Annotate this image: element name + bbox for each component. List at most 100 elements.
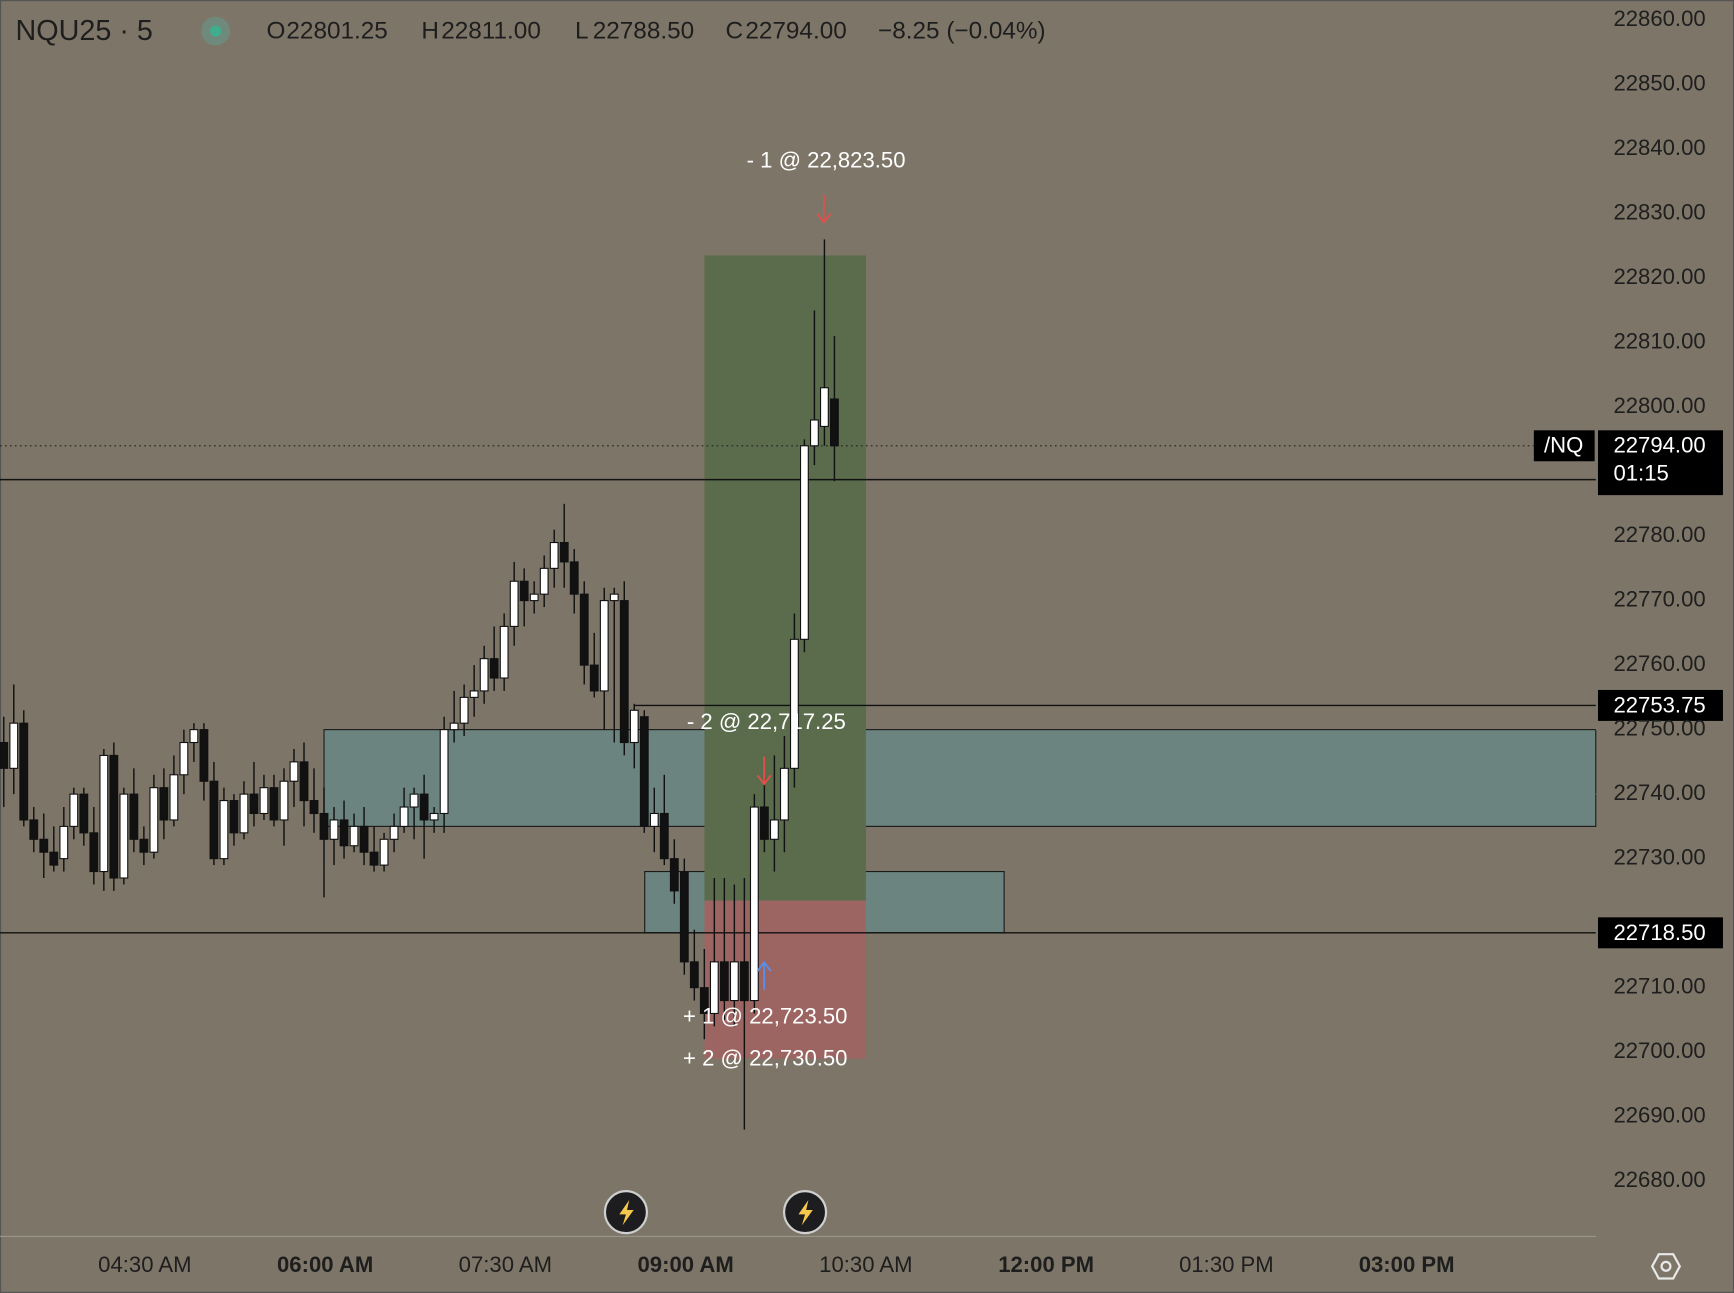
ohlc-label: C [725, 18, 743, 45]
candle-body [389, 825, 399, 840]
candle-body [359, 825, 369, 853]
candle-body [119, 793, 129, 879]
candle-body [29, 819, 39, 840]
candle-body [99, 754, 109, 873]
candle-body [779, 767, 789, 821]
candle-body [59, 825, 69, 860]
candle-body [289, 761, 299, 782]
ohlc-label: L [575, 18, 589, 45]
candle-body [179, 741, 189, 776]
candle-body [139, 838, 149, 853]
candle-body [49, 851, 59, 866]
candle-body [309, 800, 319, 815]
price-tag [1597, 917, 1723, 949]
candle-body [39, 838, 49, 853]
alert-icon[interactable] [782, 1190, 828, 1235]
y-tick-label: 22860.00 [1613, 6, 1705, 31]
candle-body [729, 961, 739, 1002]
candle-body [199, 729, 209, 782]
candle-body [759, 806, 769, 840]
x-tick-label: 03:00 PM [1359, 1252, 1455, 1277]
y-tick-label: 22750.00 [1613, 715, 1705, 740]
x-tick-label: 10:30 AM [819, 1252, 912, 1277]
candle-body [229, 800, 239, 834]
execution-label: - 1 @ 22,823.50 [747, 147, 906, 172]
candle-body [609, 593, 619, 602]
candle-body [89, 832, 99, 873]
candle-body [539, 567, 549, 595]
price-tag-label: 22718.50 [1613, 920, 1705, 945]
executions: - 1 @ 22,823.50 - 2 @ 22,717.25 + 1 @ 22… [683, 147, 905, 1070]
ohlc-value: 22788.50 [593, 18, 694, 45]
candle-body [319, 812, 329, 840]
ohlc-value: 22794.00 [745, 18, 846, 45]
candle-body [659, 812, 669, 860]
change: −8.25 (−0.04%) [878, 18, 1046, 45]
candle-body [329, 819, 339, 840]
candle-body [299, 761, 309, 802]
price-tag [1597, 689, 1723, 721]
candle-body [0, 741, 9, 769]
candle-body [219, 800, 229, 860]
sell-arrow [756, 756, 772, 786]
candle-body [679, 870, 689, 963]
y-tick-label: 22760.00 [1613, 651, 1705, 676]
candle-body [69, 793, 79, 827]
candle-body [589, 664, 599, 692]
candle-body [649, 812, 659, 827]
candle-body [479, 658, 489, 692]
candle-body [599, 600, 609, 692]
candle-body [9, 722, 19, 769]
candle-body [159, 787, 169, 821]
y-tick-label: 22710.00 [1613, 974, 1705, 999]
ohlc: O 22801.25 H 22811.00 L 22788.50 C 22794… [267, 18, 1046, 45]
candle-body [639, 716, 649, 827]
y-tick-label: 22840.00 [1613, 135, 1705, 160]
candle-body [559, 541, 569, 563]
candle-body [619, 600, 629, 744]
candle-body [549, 541, 559, 569]
candle-body [339, 819, 349, 847]
candle-body [689, 961, 699, 989]
candle-body [429, 812, 439, 821]
settings-icon[interactable] [1650, 1253, 1682, 1280]
candle-body [669, 858, 679, 892]
price-tag-label: 22753.75 [1613, 692, 1705, 717]
candle-body [489, 658, 499, 679]
candle-body [349, 825, 359, 847]
candle-body [579, 593, 589, 666]
price-lines [0, 445, 1596, 934]
y-tick-label: 22770.00 [1613, 586, 1705, 611]
candle-body [379, 838, 389, 866]
y-tick-label: 22830.00 [1613, 199, 1705, 224]
candle-body [399, 806, 409, 827]
ohlc-label: H [421, 18, 439, 45]
x-tick-label: 07:30 AM [459, 1252, 552, 1277]
candle-body [809, 419, 819, 447]
candle-body [699, 987, 709, 1015]
candle-body [109, 754, 119, 879]
candles [0, 239, 839, 1130]
alert-icon[interactable] [603, 1190, 649, 1235]
candle-body [449, 722, 459, 731]
execution-label: - 2 @ 22,717.25 [687, 709, 846, 734]
zone [323, 729, 1597, 827]
candle-body [149, 787, 159, 853]
y-tick-label: 22740.00 [1613, 780, 1705, 805]
candle-body [369, 851, 379, 866]
candle-body [189, 729, 199, 744]
ohlc-value: 22801.25 [286, 18, 387, 45]
candle-body [629, 709, 639, 744]
y-tick-label: 22810.00 [1613, 328, 1705, 353]
candle-body [719, 961, 729, 1002]
candle-body [279, 780, 289, 821]
ohlc-value: 22811.00 [441, 18, 541, 45]
candle-body [439, 729, 449, 815]
candle-body [749, 806, 759, 1002]
settings-icon-core [1660, 1260, 1672, 1272]
y-tick-label: 22700.00 [1613, 1038, 1705, 1063]
buy-arrow [756, 960, 772, 990]
